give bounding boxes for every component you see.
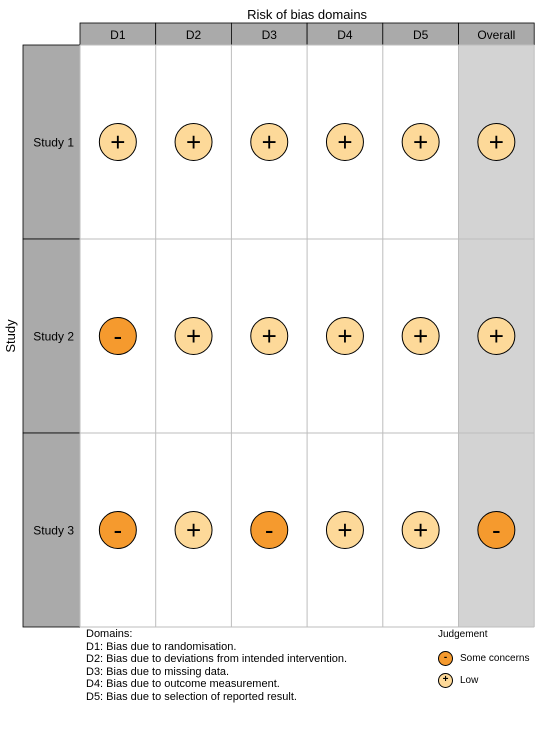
low-swatch: +: [438, 672, 453, 688]
judgement-symbol-study-1-d2: +: [186, 127, 201, 157]
judgement-symbol-study-2-d5: +: [413, 321, 428, 351]
judgement-dot-study-2-d1: [98, 317, 137, 355]
header-label-overall: Overall: [477, 28, 515, 42]
traffic-light-plot: Risk of bias domains Study D1 D2 D3 D4 D5 Overa…: [3, 7, 535, 628]
some-concerns-swatch: -: [438, 650, 453, 666]
judgement-symbol-study-3-d4: +: [337, 515, 352, 545]
row-label-cell-study-3: [22, 432, 81, 628]
judgement-dot-study-1-overall: [477, 123, 516, 161]
judgement-dot-study-1-d1: [98, 123, 137, 161]
judgement-legend: Judgement - Some concerns + Low: [414, 629, 540, 691]
domain-note-d1: D1: Bias due to randomisation.: [86, 640, 237, 653]
judgement-symbol-study-3-d3: -: [265, 515, 274, 545]
judgement-symbol-study-1-d3: +: [262, 127, 277, 157]
judgement-dot-study-3-d5: [401, 511, 440, 549]
judgement-dot-study-1-d4: [325, 123, 364, 161]
judgement-dot-study-3-d2: [174, 511, 213, 549]
domain-note-d4: D4: Bias due to outcome measurement.: [86, 678, 280, 691]
judgement-dot-study-2-d2: [174, 317, 213, 355]
judgement-symbol-study-3-d2: +: [186, 515, 201, 545]
judgement-dot-study-1-d5: [401, 123, 440, 161]
some-concerns-label: Some concerns: [460, 652, 530, 664]
judgement-dot-study-3-overall: [477, 511, 516, 549]
judgement-symbol-study-2-d2: +: [186, 321, 201, 351]
judgement-legend-item-low: + Low: [414, 669, 540, 691]
judgement-dot-study-3-d4: [325, 511, 364, 549]
judgement-dot-study-2-d3: [250, 317, 289, 355]
judgement-symbol-study-2-d4: +: [337, 321, 352, 351]
judgement-dot-study-2-d5: [401, 317, 440, 355]
y-axis-label: Study: [3, 319, 18, 353]
row-label-study-1: Study 1: [33, 136, 74, 150]
judgement-symbol-study-2-overall: +: [489, 321, 504, 351]
header-label-d5: D5: [413, 28, 429, 42]
header-label-d1: D1: [110, 28, 126, 42]
judgement-dot-study-1-d3: [250, 123, 289, 161]
header-label-d2: D2: [186, 28, 202, 42]
chart-title: Risk of bias domains: [247, 7, 367, 22]
judgement-symbol-study-3-d5: +: [413, 515, 428, 545]
judgement-symbol-study-2-d3: +: [262, 321, 277, 351]
judgement-symbol-study-1-overall: +: [489, 127, 504, 157]
judgement-symbol-study-1-d5: +: [413, 127, 428, 157]
judgement-dot-study-2-overall: [477, 317, 516, 355]
low-label: Low: [460, 674, 479, 686]
domain-note-d3: D3: Bias due to missing data.: [86, 665, 230, 678]
header-label-d3: D3: [262, 28, 278, 42]
judgement-dot-study-1-d2: [174, 123, 213, 161]
judgement-symbol-study-3-overall: -: [492, 515, 501, 545]
judgement-dot-study-3-d3: [250, 511, 289, 549]
judgement-legend-item-some-concerns: - Some concerns: [414, 647, 540, 669]
row-label-study-2: Study 2: [33, 330, 74, 344]
domain-legend-title: Domains:: [86, 628, 133, 640]
judgement-legend-title: Judgement: [438, 629, 488, 640]
row-label-study-3: Study 3: [33, 524, 74, 538]
judgement-symbol-study-2-d1: -: [114, 321, 123, 351]
judgement-symbol-study-1-d4: +: [337, 127, 352, 157]
judgement-dot-study-2-d4: [325, 317, 364, 355]
judgement-dot-study-3-d1: [98, 511, 137, 549]
judgement-symbol-study-1-d1: +: [110, 127, 125, 157]
domain-legend: Domains: D1: Bias due to randomisation. …: [86, 628, 347, 704]
header-label-d4: D4: [337, 28, 353, 42]
domain-note-d2: D2: Bias due to deviations from intended…: [86, 653, 348, 666]
domain-note-d5: D5: Bias due to selection of reported re…: [86, 690, 297, 703]
judgement-symbol-study-3-d1: -: [114, 515, 123, 545]
